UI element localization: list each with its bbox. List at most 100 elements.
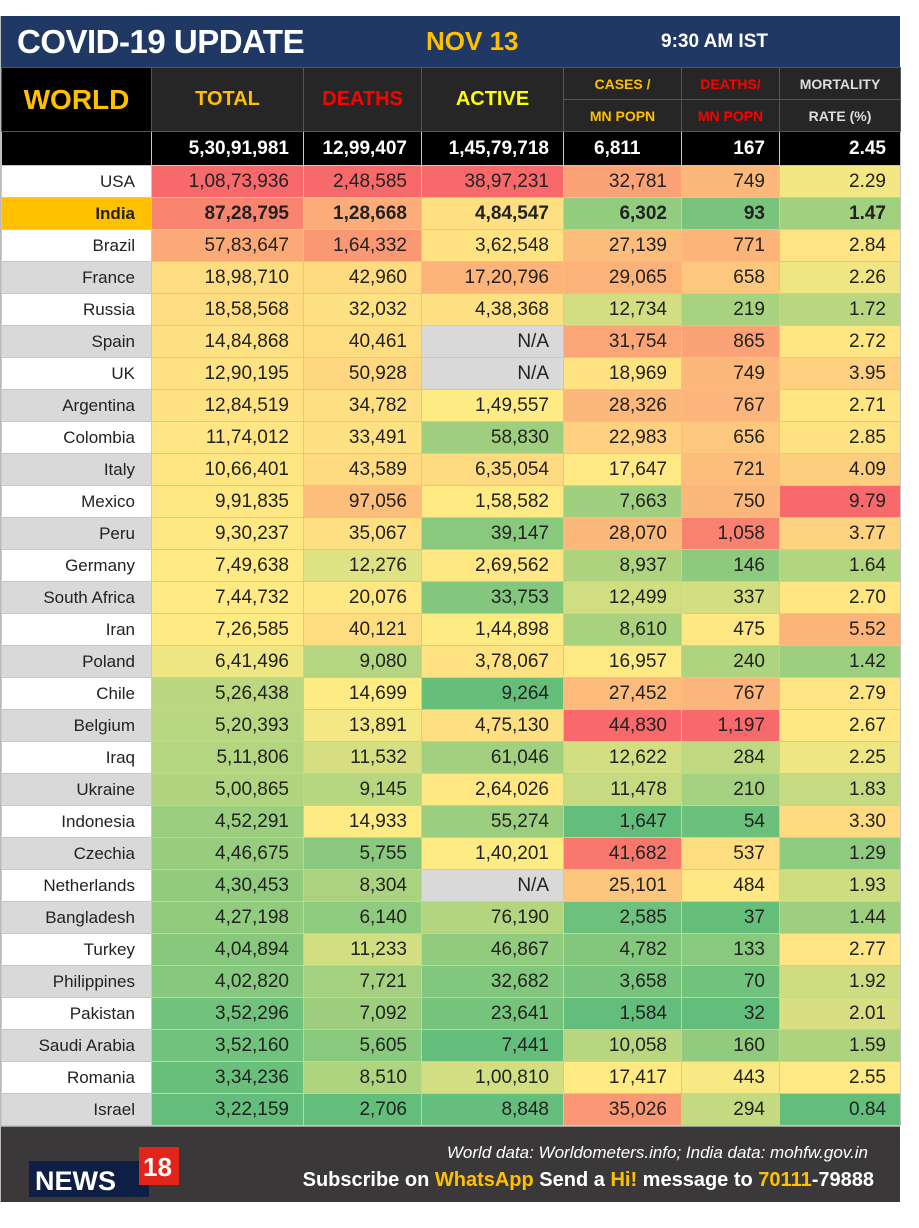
world-label: WORLD bbox=[1, 67, 152, 132]
deaths-per-mn-cell: 443 bbox=[681, 1061, 780, 1094]
hi-text: Hi! bbox=[610, 1169, 638, 1191]
active-cell: 1,44,898 bbox=[421, 613, 564, 646]
total-cell: 3,52,160 bbox=[151, 1029, 304, 1062]
country-cell: Colombia bbox=[1, 421, 152, 454]
table-row: Colombia 11,74,012 33,491 58,830 22,983 656 2.… bbox=[1, 421, 901, 454]
deaths-per-mn-cell: 865 bbox=[681, 325, 780, 358]
deaths-cell: 35,067 bbox=[303, 517, 422, 550]
table-row: Romania 3,34,236 8,510 1,00,810 17,417 443 2.5… bbox=[1, 1061, 901, 1094]
country-cell: Chile bbox=[1, 677, 152, 710]
table-row: Russia 18,58,568 32,032 4,38,368 12,734 219 1.… bbox=[1, 293, 901, 326]
country-cell: South Africa bbox=[1, 581, 152, 614]
country-cell: Philippines bbox=[1, 965, 152, 998]
deaths-cell: 7,092 bbox=[303, 997, 422, 1030]
deaths-cell: 43,589 bbox=[303, 453, 422, 486]
mortality-rate-cell: 3.30 bbox=[779, 805, 901, 838]
cases-per-mn-cell: 12,734 bbox=[563, 293, 682, 326]
col-cases-mn: CASES / bbox=[563, 67, 682, 100]
deaths-cell: 2,706 bbox=[303, 1093, 422, 1126]
active-cell: 4,38,368 bbox=[421, 293, 564, 326]
table-row: Poland 6,41,496 9,080 3,78,067 16,957 240 1.42 bbox=[1, 645, 901, 678]
active-cell: 2,64,026 bbox=[421, 773, 564, 806]
mortality-rate-cell: 1.29 bbox=[779, 837, 901, 870]
total-cell: 5,00,865 bbox=[151, 773, 304, 806]
total-cell: 57,83,647 bbox=[151, 229, 304, 262]
total-cell: 87,28,795 bbox=[151, 197, 304, 230]
total-cell: 3,52,296 bbox=[151, 997, 304, 1030]
source-note: World data: Worldometers.info; India dat… bbox=[446, 1143, 868, 1162]
total-cell: 9,30,237 bbox=[151, 517, 304, 550]
active-cell: 1,49,557 bbox=[421, 389, 564, 422]
cases-per-mn-cell: 16,957 bbox=[563, 645, 682, 678]
deaths-per-mn-cell: 294 bbox=[681, 1093, 780, 1126]
deaths-cell: 97,056 bbox=[303, 485, 422, 518]
country-cell: Ukraine bbox=[1, 773, 152, 806]
sub-text: Send a bbox=[533, 1169, 611, 1191]
mortality-rate-cell: 1.44 bbox=[779, 901, 901, 934]
mortality-rate-cell: 2.29 bbox=[779, 165, 901, 198]
country-cell: Pakistan bbox=[1, 997, 152, 1030]
cases-per-mn-cell: 31,754 bbox=[563, 325, 682, 358]
country-cell: India bbox=[1, 197, 152, 230]
total-cell: 4,02,820 bbox=[151, 965, 304, 998]
deaths-cell: 8,304 bbox=[303, 869, 422, 902]
mortality-rate-cell: 1.92 bbox=[779, 965, 901, 998]
sub-text: Subscribe on bbox=[302, 1169, 435, 1191]
active-cell: 17,20,796 bbox=[421, 261, 564, 294]
deaths-cell: 33,491 bbox=[303, 421, 422, 454]
deaths-cell: 11,532 bbox=[303, 741, 422, 774]
deaths-per-mn-cell: 750 bbox=[681, 485, 780, 518]
deaths-per-mn-cell: 160 bbox=[681, 1029, 780, 1062]
deaths-cell: 14,933 bbox=[303, 805, 422, 838]
deaths-per-mn-cell: 749 bbox=[681, 357, 780, 390]
deaths-cell: 34,782 bbox=[303, 389, 422, 422]
active-cell: 58,830 bbox=[421, 421, 564, 454]
deaths-per-mn-cell: 484 bbox=[681, 869, 780, 902]
country-cell: Italy bbox=[1, 453, 152, 486]
table-row: Chile 5,26,438 14,699 9,264 27,452 767 2.79 bbox=[1, 677, 901, 710]
table-row: Mexico 9,91,835 97,056 1,58,582 7,663 750 9.79 bbox=[1, 485, 901, 518]
country-cell: Czechia bbox=[1, 837, 152, 870]
table-row: South Africa 7,44,732 20,076 33,753 12,499 33… bbox=[1, 581, 901, 614]
total-cell: 4,46,675 bbox=[151, 837, 304, 870]
mortality-rate-cell: 1.59 bbox=[779, 1029, 901, 1062]
total-cell: 14,84,868 bbox=[151, 325, 304, 358]
total-cell: 18,98,710 bbox=[151, 261, 304, 294]
col-mortality-2: RATE (%) bbox=[779, 99, 901, 132]
table-row: UK 12,90,195 50,928 N/A 18,969 749 3.95 bbox=[1, 357, 901, 390]
cases-per-mn-cell: 4,782 bbox=[563, 933, 682, 966]
country-cell: Poland bbox=[1, 645, 152, 678]
cases-per-mn-cell: 10,058 bbox=[563, 1029, 682, 1062]
table-row: France 18,98,710 42,960 17,20,796 29,065 658 2… bbox=[1, 261, 901, 294]
date: NOV 13 bbox=[426, 26, 519, 56]
deaths-cell: 11,233 bbox=[303, 933, 422, 966]
table-row: Iran 7,26,585 40,121 1,44,898 8,610 475 5.52 bbox=[1, 613, 901, 646]
table-row: Saudi Arabia 3,52,160 5,605 7,441 10,058 160 1… bbox=[1, 1029, 901, 1062]
mortality-rate-cell: 1.83 bbox=[779, 773, 901, 806]
world-deaths-mn: 167 bbox=[681, 131, 780, 166]
deaths-cell: 9,080 bbox=[303, 645, 422, 678]
table-row: Bangladesh 4,27,198 6,140 76,190 2,585 37 1.44 bbox=[1, 901, 901, 934]
deaths-cell: 14,699 bbox=[303, 677, 422, 710]
country-cell: Argentina bbox=[1, 389, 152, 422]
active-cell: 32,682 bbox=[421, 965, 564, 998]
active-cell: 1,40,201 bbox=[421, 837, 564, 870]
total-cell: 7,49,638 bbox=[151, 549, 304, 582]
total-cell: 1,08,73,936 bbox=[151, 165, 304, 198]
mortality-rate-cell: 1.93 bbox=[779, 869, 901, 902]
total-cell: 7,26,585 bbox=[151, 613, 304, 646]
country-cell: Romania bbox=[1, 1061, 152, 1094]
table-row: Peru 9,30,237 35,067 39,147 28,070 1,058 3.77 bbox=[1, 517, 901, 550]
mortality-rate-cell: 3.77 bbox=[779, 517, 901, 550]
title-bar: COVID-19 UPDATE NOV 13 9:30 AM IST bbox=[1, 16, 900, 67]
deaths-cell: 5,605 bbox=[303, 1029, 422, 1062]
active-cell: 3,78,067 bbox=[421, 645, 564, 678]
cases-per-mn-cell: 17,647 bbox=[563, 453, 682, 486]
footer: NEWS 18 World data: Worldometers.info; I… bbox=[1, 1126, 900, 1202]
country-cell: Netherlands bbox=[1, 869, 152, 902]
mortality-rate-cell: 2.84 bbox=[779, 229, 901, 262]
cases-per-mn-cell: 17,417 bbox=[563, 1061, 682, 1094]
total-cell: 4,52,291 bbox=[151, 805, 304, 838]
table-row: USA 1,08,73,936 2,48,585 38,97,231 32,781 749… bbox=[1, 165, 901, 198]
active-cell: N/A bbox=[421, 869, 564, 902]
